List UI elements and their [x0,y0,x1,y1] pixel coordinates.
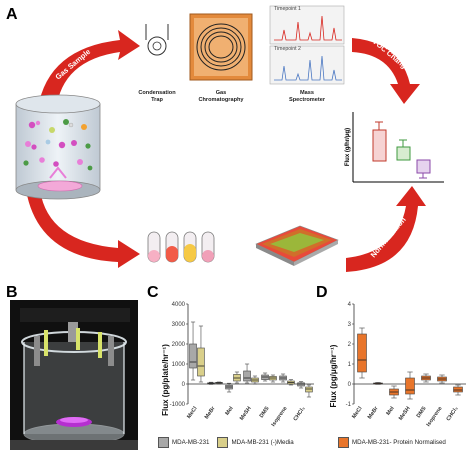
category-label: Isoprene [271,406,289,428]
caption-line: Gas [215,90,227,96]
category-label: DMS [416,405,428,419]
y-tick-label: 3 [348,322,352,328]
legend-label: MDA-MB-231 [172,439,210,446]
caption-line: Condensation [138,90,176,96]
category-label: CHCl₃ [293,405,307,422]
box-chcl-0 [453,386,463,393]
category-label: MeBr [367,405,380,420]
timepoint2-chromatogram [269,45,345,85]
arrow-cells-media: Cells/Media [26,190,140,268]
y-tick-label: 4000 [172,302,186,308]
condensation-trap-icon [145,24,169,56]
category-label: MeBr [204,405,217,420]
chart-d: Flux (pg/μg/hr⁻¹) -1 0 1 2 3 4 MeCl MeBr MeI MeSH… [329,302,466,428]
y-tick-label: -1000 [170,402,186,408]
legend-label: MDA-MB-231 (-)Media [231,439,294,446]
chart-c: Flux (pg/plate/hr⁻¹) -1000 0 1000 2000 3000 4… [161,302,314,428]
gas-chromatography-caption: Gas Chromatography [190,90,252,103]
caption-line: Mass [300,90,314,96]
panel-letter-a: A [6,6,18,23]
mini-flux-chart [352,112,444,183]
y-tick-label: 0 [182,382,186,388]
y-tick-label: 1000 [172,362,186,368]
arrow-normalisation: Normalisation [346,186,426,272]
chart-d-legend: MDA-MB-231- Protein Normalised [338,437,446,448]
caption-line: Chromatography [198,96,244,103]
panel-letter-c: C [147,284,159,301]
y-tick-label: 2000 [172,342,186,348]
legend-swatch [158,437,169,448]
chart-c-legend: MDA-MB-231 MDA-MB-231 (-)Media [158,437,294,448]
category-label: Isoprene [426,406,444,428]
chart-d-ylabel: Flux (pg/μg/hr⁻¹) [329,344,338,407]
legend-swatch [338,437,349,448]
arrow-voc-change: VOC Change [352,37,420,104]
media-tubes-icon [147,231,215,263]
category-label: MeCl [186,405,199,420]
mini-flux-ylabel: Flux (g/hr/μg) [345,127,351,167]
caption-line: Spectrometer [288,96,326,103]
gas-chromatography-icon [189,13,253,81]
timepoint2-label: Timepoint 2 [274,46,301,52]
panel-letter-d: D [316,284,328,301]
panel-letter-b: B [6,284,18,301]
microplate-icon [255,225,339,266]
y-tick-label: 1 [348,362,352,368]
arrow-label-gas-sample: Gas Sample [54,47,93,82]
legend-label: MDA-MB-231- Protein Normalised [352,439,446,446]
box-mecl-0 [189,343,197,369]
y-tick-label: 0 [348,382,352,388]
box-mesh-0 [405,377,415,395]
chamber-photo [10,300,138,450]
y-tick-label: 2 [348,342,352,348]
legend-swatch [217,437,229,448]
cell-chamber [15,94,101,200]
category-label: MeI [224,405,234,416]
category-label: CHCl₃ [446,405,460,422]
y-tick-label: 4 [348,302,352,308]
mass-spectrometer-caption: Mass Spectrometer [272,90,342,103]
category-label: MeSH [239,406,253,422]
category-label: MeI [385,405,395,416]
condensation-trap-caption: Condensation Trap [130,90,184,103]
category-label: MeSH [398,406,412,422]
category-label: DMS [259,405,271,419]
box-chcl-1 [305,386,313,393]
box-mesh-0 [243,370,251,382]
box-mecl-0 [357,333,367,373]
y-tick-label: 3000 [172,322,186,328]
timepoint1-chromatogram [269,5,345,45]
workflow-diagram: Gas Sample VOC Change Cells/Media Normal… [15,5,444,272]
chart-c-ylabel: Flux (pg/plate/hr⁻¹) [161,344,170,416]
caption-line: Trap [151,96,163,103]
category-label: MeCl [351,405,364,420]
y-tick-label: -1 [346,402,352,408]
timepoint1-label: Timepoint 1 [274,6,301,12]
box-mecl-1 [197,347,205,377]
